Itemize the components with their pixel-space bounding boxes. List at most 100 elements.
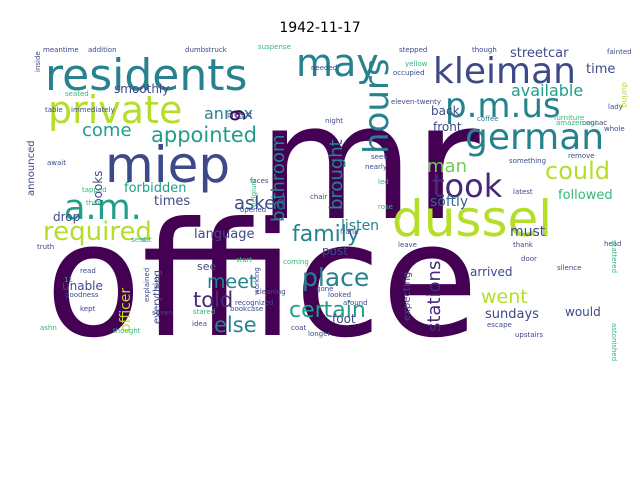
cloud-word: sat	[141, 236, 152, 244]
cloud-word: mr	[258, 69, 480, 256]
cloud-word: explained	[143, 268, 151, 302]
cloud-word: gone	[316, 285, 333, 293]
cloud-word: immediately	[71, 106, 115, 114]
cloud-word: though	[472, 46, 497, 54]
cloud-word: german	[465, 117, 604, 158]
cloud-word: stations	[424, 261, 445, 332]
cloud-word: needed	[311, 64, 337, 72]
cloud-word: table	[45, 106, 63, 114]
cloud-word: door	[521, 255, 537, 263]
cloud-word: post	[322, 244, 348, 258]
cloud-word: addition	[88, 46, 117, 54]
cloud-word: must	[510, 224, 546, 240]
cloud-word: faces	[250, 177, 269, 185]
cloud-word: coat	[291, 324, 306, 332]
cloud-word: sundays	[485, 307, 539, 322]
cloud-word: upstairs	[515, 331, 543, 339]
cloud-word: 11	[64, 276, 73, 284]
cloud-word: announced	[26, 140, 37, 196]
cloud-word: private	[48, 88, 182, 132]
cloud-word: leave	[398, 241, 417, 249]
cloud-word: recognized	[235, 299, 273, 307]
cloud-word: dumbstruck	[185, 46, 228, 54]
cloud-word: sent	[131, 236, 146, 244]
cloud-word: during	[620, 82, 629, 108]
cloud-word: suspense	[258, 43, 291, 51]
cloud-word: cognac	[582, 119, 607, 127]
cloud-word: stared	[193, 308, 215, 316]
cloud-word: furniture	[554, 114, 584, 122]
cloud-word: family	[292, 222, 360, 247]
cloud-word: amazement	[556, 119, 598, 127]
cloud-word: time	[586, 62, 615, 77]
cloud-word: back	[431, 104, 460, 118]
cloud-word: went	[481, 286, 528, 308]
cloud-word: streetcar	[510, 46, 569, 61]
cloud-word: annex	[204, 104, 253, 123]
cloud-word: seen	[371, 153, 388, 161]
cloud-word: 6	[225, 109, 249, 122]
cloud-word: coffee	[477, 115, 499, 123]
cloud-word: listen	[341, 218, 379, 234]
cloud-word: night	[325, 117, 343, 125]
cloud-word: fainted	[607, 48, 632, 56]
cloud-word: coming	[283, 258, 309, 266]
cloud-word: asked	[234, 193, 287, 214]
cloud-word: scattered	[610, 240, 618, 273]
cloud-word: told	[193, 288, 233, 312]
cloud-word: would	[565, 305, 601, 319]
cloud-word: rose	[378, 203, 393, 211]
cloud-word: available	[511, 81, 583, 100]
cloud-word: could	[545, 157, 610, 185]
cloud-word: truth	[37, 243, 54, 251]
cloud-word: remove	[568, 152, 595, 160]
cloud-word: longer	[308, 330, 330, 338]
cloud-word: meantime	[43, 46, 79, 54]
cloud-word: start	[236, 256, 253, 264]
cloud-word: everything	[152, 270, 163, 324]
cloud-word: thought	[113, 327, 141, 335]
cloud-word: tapped	[82, 186, 107, 194]
cloud-word: whole	[604, 125, 625, 133]
cloud-word: expecting	[402, 272, 413, 321]
cloud-word: forbidden	[124, 181, 186, 196]
cloud-word: language	[194, 227, 255, 242]
cloud-word: occupied	[393, 69, 425, 77]
cloud-word: officer	[118, 288, 134, 332]
cloud-word: a.m.	[64, 188, 142, 228]
chart-title: 1942-11-17	[279, 20, 361, 36]
cloud-word: appointed	[151, 123, 257, 147]
cloud-word: required	[43, 217, 152, 247]
cloud-word: brought	[326, 139, 347, 210]
cloud-word: books	[91, 170, 105, 206]
cloud-word: ashn	[40, 324, 57, 332]
cloud-word: drop	[53, 210, 80, 224]
cloud-word: smoothly	[114, 82, 169, 96]
cloud-word: working	[253, 267, 261, 295]
cloud-word: silence	[557, 264, 581, 272]
cloud-word: read	[80, 267, 96, 275]
cloud-word: chair	[310, 193, 328, 201]
cloud-word: eleven-twenty	[391, 98, 441, 106]
cloud-word: thank	[513, 241, 534, 249]
cloud-word: bookcase	[230, 305, 263, 313]
cloud-word: took	[432, 167, 503, 205]
cloud-word: await	[47, 159, 66, 167]
cloud-word: frank	[340, 228, 359, 236]
cloud-word: led	[378, 178, 389, 186]
cloud-word: seated	[65, 90, 89, 98]
cloud-word: hours	[357, 58, 397, 154]
cloud-word: times	[154, 194, 190, 209]
cloud-word: stepped	[399, 46, 427, 54]
cloud-word: belgium	[250, 178, 258, 207]
cloud-word: thing	[86, 199, 104, 207]
cloud-word: around	[343, 299, 368, 307]
cloud-word: bathroom	[268, 135, 289, 223]
cloud-word: may	[296, 41, 379, 85]
cloud-word: inside	[34, 51, 42, 72]
cloud-word: yellow	[405, 60, 428, 68]
cloud-word: place	[302, 263, 369, 292]
cloud-word: first	[154, 275, 162, 289]
cloud-word: head	[604, 240, 621, 248]
